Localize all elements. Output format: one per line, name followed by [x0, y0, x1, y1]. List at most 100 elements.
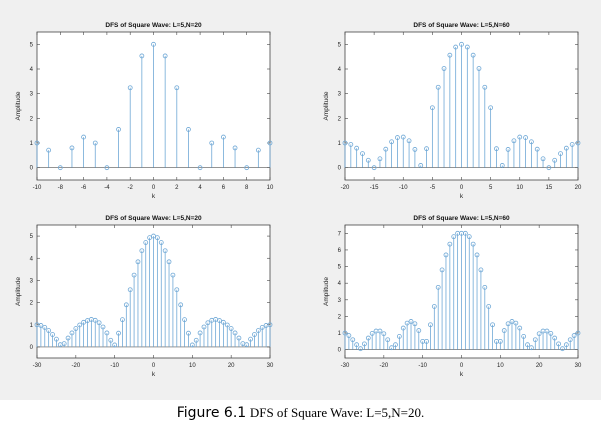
stem-marker	[65, 335, 71, 341]
stem-marker	[92, 317, 98, 323]
stem-marker	[232, 145, 238, 151]
stem-marker	[116, 127, 121, 132]
y-tick-label: 2	[30, 301, 34, 307]
stem-marker	[255, 147, 261, 153]
stem-marker	[220, 134, 226, 140]
x-tick-label: -20	[71, 363, 80, 369]
y-tick-label: 4	[30, 256, 34, 262]
y-tick-label: 0	[338, 348, 342, 354]
stem-marker	[451, 234, 457, 240]
y-axis-label: Amplitude	[323, 91, 330, 120]
stem-marker	[424, 146, 429, 152]
stem-marker	[529, 345, 534, 351]
stem-marker	[546, 165, 552, 171]
x-tick-label: -10	[399, 185, 408, 191]
stem-marker	[513, 320, 519, 326]
stem-marker	[162, 53, 168, 59]
x-tick-label: -6	[81, 185, 87, 191]
stem-marker	[182, 317, 187, 323]
stem-marker	[151, 41, 156, 47]
stem-marker	[259, 325, 265, 330]
stem-marker	[220, 319, 226, 325]
x-tick-label: 10	[267, 185, 274, 191]
y-axis-label: Amplitude	[15, 91, 22, 120]
x-tick-label: 4	[198, 185, 202, 191]
subplot-4: -30 -20 -10 0 10 20 30 0 1 2 3 4 5 6 7 DFS of Square Wa…	[323, 215, 582, 378]
stem-marker	[416, 328, 422, 333]
stem-marker	[476, 66, 482, 71]
stem-marker	[383, 146, 389, 152]
x-tick-label: -8	[58, 185, 64, 191]
x-tick-label: 5	[489, 185, 493, 191]
stem-marker	[174, 85, 180, 91]
x-tick-label: -5	[430, 185, 436, 191]
stem-marker	[100, 324, 106, 330]
stem-marker	[470, 52, 476, 58]
stem-marker	[464, 44, 470, 50]
stem-marker	[77, 322, 83, 328]
y-tick-label: 5	[30, 234, 34, 240]
stem-marker	[499, 163, 505, 168]
stem-marker	[166, 259, 172, 265]
stem-marker	[509, 319, 515, 324]
stem-marker	[406, 138, 412, 144]
y-tick-label: 1	[30, 141, 34, 147]
stem-marker	[123, 302, 129, 308]
stem-marker	[443, 252, 449, 258]
stem-marker	[540, 156, 546, 162]
y-tick-label: 3	[338, 92, 342, 98]
y-tick-label: 0	[338, 166, 342, 172]
stem-marker	[371, 165, 377, 171]
x-tick-label: 10	[516, 185, 523, 191]
x-tick-label: -2	[128, 185, 134, 191]
stem-marker	[127, 85, 133, 91]
subplot-3: -30 -20 -10 0 10 20 30 0 1 2 3 4 5 DFS of Square Wave…	[15, 215, 274, 378]
stem-marker	[81, 134, 86, 140]
stem-marker	[255, 328, 261, 333]
stem-marker	[486, 304, 492, 309]
x-axis-label: k	[152, 371, 156, 378]
stem-marker	[470, 241, 476, 247]
y-tick-label: 6	[338, 248, 342, 254]
stem-marker	[81, 319, 86, 325]
stem-marker	[96, 320, 102, 326]
stem-marker	[224, 322, 230, 328]
stem-marker	[447, 241, 453, 247]
stem-marker	[354, 145, 360, 151]
stem-marker	[346, 333, 352, 338]
stem-marker	[556, 341, 561, 347]
stem-marker	[244, 342, 250, 348]
stem-marker	[552, 335, 558, 341]
stem-marker	[135, 259, 141, 265]
y-tick-label: 2	[30, 116, 34, 122]
stem-marker	[393, 342, 398, 348]
stem-marker	[358, 346, 363, 352]
stem-marker	[112, 342, 118, 348]
x-tick-label: 0	[460, 185, 464, 191]
x-tick-label: 10	[497, 363, 504, 369]
stem-marker	[462, 230, 468, 236]
x-tick-label: -10	[418, 363, 427, 369]
x-tick-label: 8	[245, 185, 249, 191]
stem-marker	[42, 325, 48, 330]
x-tick-label: 0	[460, 363, 464, 369]
stem-marker	[435, 84, 441, 90]
stem-marker	[412, 147, 418, 152]
y-tick-label: 3	[30, 92, 34, 98]
stem-marker	[439, 267, 445, 273]
chart-title: DFS of Square Wave: L=5,N=60	[413, 22, 510, 29]
x-tick-label: 0	[152, 363, 156, 369]
y-tick-label: 4	[30, 67, 34, 73]
stem-marker	[482, 284, 488, 290]
stem-marker	[197, 330, 203, 336]
stem-marker	[381, 331, 387, 337]
x-tick-label: 15	[546, 185, 553, 191]
stem-marker	[69, 330, 75, 336]
stem-marker	[529, 139, 534, 145]
stem-marker	[46, 328, 52, 333]
stem-marker	[236, 335, 242, 341]
stem-marker	[178, 302, 184, 308]
stem-marker	[511, 138, 517, 144]
stem-marker	[418, 163, 424, 168]
stem-marker	[92, 140, 98, 146]
